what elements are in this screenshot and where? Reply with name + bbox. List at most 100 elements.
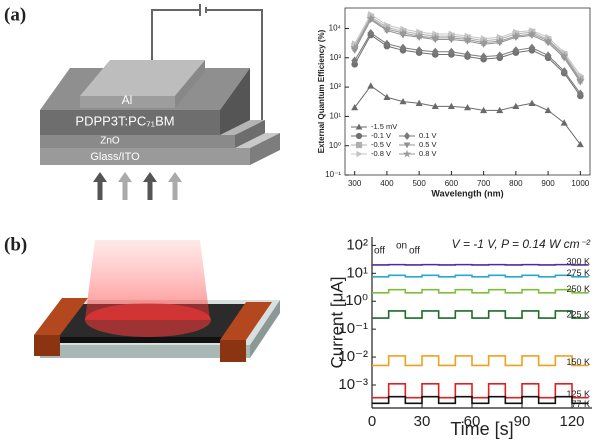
marker — [480, 52, 488, 61]
legend-label: -0.8 V — [371, 149, 391, 158]
marker — [463, 34, 472, 44]
y-tick-label: 10³ — [329, 53, 341, 62]
marker — [527, 29, 537, 38]
y-tick-label: 10¹ — [346, 264, 368, 281]
x-tick-label: 700 — [477, 179, 491, 188]
series-label: 150 K — [566, 357, 590, 367]
marker — [576, 140, 584, 148]
marker — [403, 132, 411, 140]
y-axis-label: Current [μA] — [327, 277, 346, 369]
marker — [431, 47, 439, 56]
marker — [544, 51, 552, 60]
device-b — [34, 240, 280, 362]
marker — [431, 102, 439, 110]
y-tick-label: 10¹ — [329, 112, 341, 121]
legend-label: 0.8 V — [419, 149, 437, 158]
marker — [464, 50, 471, 59]
series-label: 125 K — [566, 389, 590, 399]
marker — [495, 36, 505, 45]
marker — [447, 47, 455, 56]
series-line — [372, 355, 589, 367]
panel-label: (b) — [4, 234, 27, 255]
series-label: 275 K — [566, 268, 590, 278]
y-tick-label: 10⁻² — [338, 348, 368, 365]
series-label: 77 K — [571, 399, 590, 409]
marker — [480, 106, 488, 114]
marker — [355, 141, 363, 149]
x-tick-label: 120 — [559, 413, 584, 430]
x-tick-label: 500 — [412, 179, 426, 188]
y-tick-label: 10⁻³ — [338, 376, 368, 393]
x-axis-label: Time [s] — [450, 419, 513, 439]
x-tick-label: 300 — [348, 179, 362, 188]
marker — [479, 37, 488, 47]
marker — [496, 51, 504, 60]
legend-label: -0.5 V — [371, 140, 391, 149]
layer-label: PDPP3T:PC₇₁BM — [75, 113, 174, 128]
x-tick-label: 800 — [509, 179, 523, 188]
marker — [414, 31, 424, 40]
marker — [383, 93, 391, 100]
marker — [382, 24, 392, 33]
y-tick-label: 10⁻¹ — [325, 170, 341, 179]
series-line — [372, 274, 589, 278]
marker — [398, 28, 408, 37]
marker — [528, 99, 536, 106]
series-line — [372, 395, 589, 405]
marker — [496, 106, 504, 114]
marker — [575, 75, 585, 85]
marker — [512, 102, 520, 110]
marker — [415, 99, 423, 106]
x-tick-label: 900 — [541, 179, 555, 188]
marker — [543, 36, 553, 45]
marker — [350, 43, 360, 52]
layer-label: Glass/ITO — [90, 151, 140, 163]
y-tick-label: 10⁰ — [345, 292, 368, 309]
marker — [402, 149, 412, 158]
series-label: 300 K — [566, 256, 590, 266]
marker — [351, 56, 359, 65]
marker — [559, 51, 569, 60]
annotation: V = -1 V, P = 0.14 W cm⁻² — [452, 237, 591, 251]
x-tick-label: 30 — [414, 413, 431, 430]
y-tick-label: 10⁰ — [329, 141, 341, 150]
marker — [415, 46, 423, 55]
marker — [511, 31, 521, 40]
marker — [430, 33, 440, 42]
series-line — [372, 288, 589, 294]
annotation: off — [409, 246, 420, 257]
layer-label: Al — [122, 93, 133, 107]
x-tick-label: 400 — [380, 179, 394, 188]
series-label: 250 K — [566, 284, 590, 294]
y-tick-label: 10² — [329, 82, 341, 91]
legend-label: 0.1 V — [419, 131, 437, 140]
marker — [560, 119, 568, 126]
marker — [576, 89, 584, 98]
x-tick-label: 90 — [514, 413, 531, 430]
marker — [447, 33, 456, 42]
legend-label: 0.5 V — [419, 140, 437, 149]
marker — [356, 150, 363, 158]
marker — [366, 13, 376, 23]
legend-label: -0.1 V — [371, 131, 391, 140]
marker — [544, 106, 552, 114]
y-tick-label: 10⁴ — [329, 24, 342, 33]
marker — [367, 82, 375, 89]
marker — [367, 28, 375, 38]
marker — [399, 43, 407, 52]
y-tick-label: 10⁻¹ — [338, 320, 368, 337]
x-tick-label: 600 — [445, 179, 459, 188]
plot-frame — [344, 7, 591, 176]
device-a — [40, 4, 280, 200]
marker — [560, 67, 568, 76]
layer-label: ZnO — [100, 136, 120, 147]
x-tick-label: 0 — [368, 413, 376, 430]
marker — [355, 132, 363, 140]
marker — [403, 142, 411, 149]
panel-label: (a) — [4, 4, 26, 25]
x-axis-label: Wavelength (nm) — [431, 188, 503, 198]
marker — [512, 46, 520, 55]
marker — [351, 103, 359, 111]
marker — [355, 123, 363, 130]
